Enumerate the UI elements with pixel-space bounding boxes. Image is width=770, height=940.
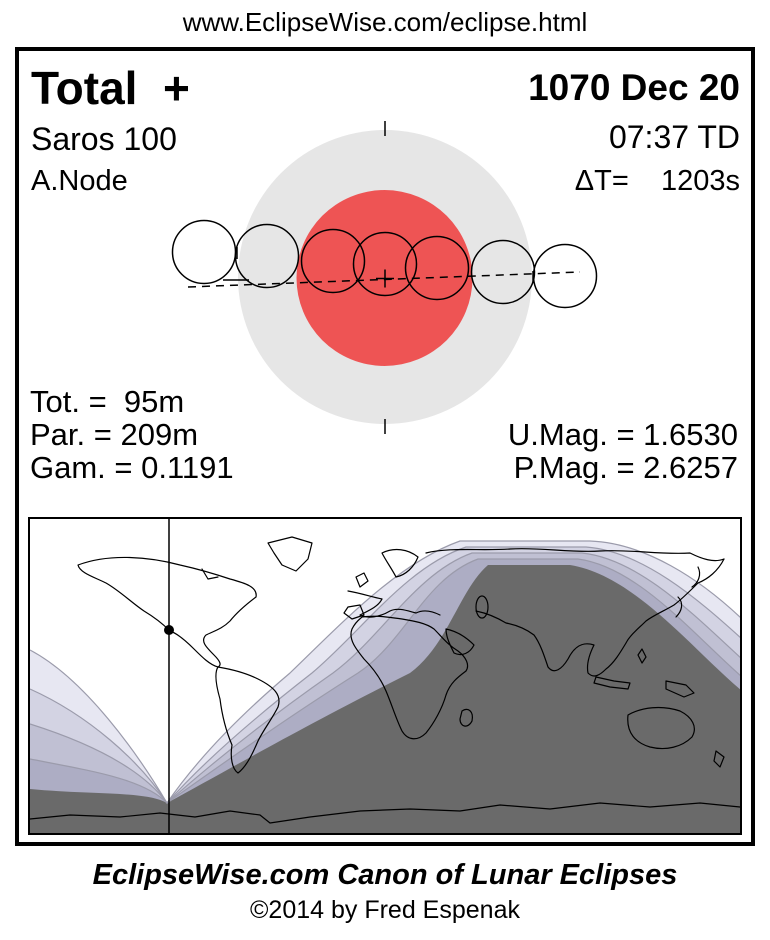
- moon-disk: [234, 223, 300, 289]
- moon-disk: [470, 239, 536, 305]
- node-label: A.Node: [31, 165, 128, 197]
- moon-disk: [171, 219, 237, 285]
- moon-path-dashed-line: [187, 271, 581, 288]
- coast-arabia: [445, 628, 475, 656]
- coast-siberia: [425, 548, 725, 562]
- coast-africa: [350, 615, 469, 740]
- moon-disk: [300, 228, 366, 294]
- coast-madagascar: [459, 708, 473, 727]
- subsolar-point-dot: [164, 625, 174, 635]
- site-url-header: www.EclipseWise.com/eclipse.html: [182, 7, 588, 37]
- coast-australia: [627, 706, 695, 750]
- eclipse-type-label: Total +: [31, 62, 190, 114]
- eclipse-date: 1070 Dec 20: [528, 67, 740, 108]
- coast-japan: [675, 596, 683, 618]
- coast-antarctica: [30, 802, 740, 824]
- coast-scandinavia: [381, 548, 419, 578]
- coast-new-guinea: [665, 680, 695, 698]
- coast-hudson-bay: [201, 568, 219, 580]
- gamma-value: Gam. = 0.1191: [30, 450, 234, 485]
- visibility-map: [30, 519, 740, 833]
- coast-north-america: [77, 556, 257, 668]
- shadow-center-cross: [376, 269, 394, 288]
- umbral-magnitude: U.Mag. = 1.6530: [507, 417, 738, 452]
- moon-disks: [171, 219, 598, 309]
- coast-east-asia: [475, 558, 725, 677]
- band-total-visibility: [30, 565, 740, 833]
- coast-iberia: [343, 604, 365, 620]
- coast-greenland: [267, 536, 313, 572]
- coast-philippines: [637, 648, 647, 664]
- coast-uk: [355, 572, 369, 588]
- canon-title: EclipseWise.com Canon of Lunar Eclipses: [92, 859, 678, 891]
- coastlines: [30, 536, 740, 824]
- moon-disk: [532, 243, 598, 309]
- coast-new-zealand: [713, 750, 725, 768]
- moon-disk: [404, 235, 470, 301]
- partial-duration: Par. = 209m: [30, 417, 199, 452]
- saros-label: Saros 100: [31, 121, 177, 157]
- totality-duration: Tot. = 95m: [30, 384, 185, 419]
- coast-indonesia: [593, 676, 631, 690]
- penumbral-magnitude: P.Mag. = 2.6257: [513, 450, 738, 485]
- delta-t-value: ΔT= 1203s: [574, 165, 740, 197]
- shadow-diagram: [171, 121, 598, 434]
- moon-disk: [352, 231, 418, 297]
- band-boundary-lines: [30, 540, 740, 805]
- copyright-line: ©2014 by Fred Espenak: [250, 896, 520, 924]
- coast-kamchatka: [691, 566, 701, 588]
- coast-south-america: [215, 666, 280, 774]
- greatest-eclipse-time: 07:37 TD: [608, 119, 740, 155]
- coast-caspian: [475, 595, 489, 619]
